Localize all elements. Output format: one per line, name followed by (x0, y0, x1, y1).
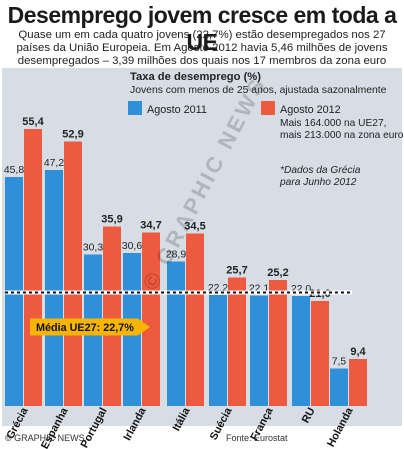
bar-2011 (167, 261, 185, 406)
bar-value-label: 22,0 (291, 284, 311, 295)
subtitle-line: países da União Europeia. Em Agosto 2012… (16, 42, 388, 54)
bar-2012 (24, 129, 42, 406)
legend-label-2011: Agosto 2011 (147, 104, 207, 116)
legend-label-2012: Agosto 2012 (280, 104, 341, 116)
credit-text: © GRAPHIC NEWS (5, 433, 85, 443)
bar-2012 (269, 280, 287, 406)
bar-value-label: 47,2 (44, 158, 64, 169)
legend-note-line: mais 213.000 na zona euro (280, 130, 404, 141)
bar-2011 (209, 295, 227, 406)
reference-layer: Média UE27: 22,7% (5, 290, 352, 336)
source-text: Fonte: Eurostat (226, 433, 288, 443)
bar-value-label: 22,2 (208, 283, 228, 294)
average-label-box (30, 318, 138, 336)
bar-2012 (142, 232, 160, 406)
page-subtitle: Quase um em cada quatro jovens (22,7%) e… (4, 29, 400, 68)
bar-value-label: 22,1 (249, 284, 269, 295)
bar-2012 (186, 233, 204, 406)
bar-value-label: 25,2 (267, 267, 288, 279)
bar-2011 (330, 368, 348, 406)
legend-swatch-2011 (128, 101, 142, 115)
bar-2012 (228, 277, 246, 406)
bar-2012 (103, 226, 121, 406)
bar-value-label: 35,9 (101, 214, 122, 226)
footnote-line: *Dados da Grécia (280, 165, 361, 176)
chart-legend: Taxa de desemprego (%) Jovens com menos … (128, 71, 404, 188)
bar-value-label: 9,4 (350, 346, 366, 358)
bar-value-label: 34,7 (140, 220, 161, 232)
bar-2011 (292, 296, 310, 406)
bar-value-label: 52,9 (62, 129, 83, 141)
average-label: Média UE27: 22,7% (36, 322, 134, 334)
bar-value-label: 28,9 (166, 250, 186, 261)
subtitle-line: Quase um em cada quatro jovens (22,7%) e… (18, 29, 386, 41)
chart-title: Taxa de desemprego (%) (130, 71, 261, 83)
legend-note-line: Mais 164.000 na UE27, (280, 118, 386, 129)
bar-value-label: 45,8 (4, 165, 24, 176)
average-label-pointer (138, 318, 150, 336)
footnote-line: para Junho 2012 (279, 177, 357, 188)
chart-subtitle: Jovens com menos de 25 anos, ajustada sa… (130, 85, 387, 96)
legend-swatch-2012 (261, 101, 275, 115)
subtitle-line: desempregados – 3,39 milhões dos quais n… (17, 55, 387, 67)
bar-2011 (45, 170, 63, 406)
bar-value-label: 30,6 (122, 241, 142, 252)
bar-2012 (64, 141, 82, 406)
bar-value-label: 30,3 (83, 243, 103, 254)
bar-2011 (250, 295, 268, 406)
bar-2012 (349, 359, 367, 406)
bar-2012 (311, 301, 329, 406)
page-title: Desemprego jovem cresce em toda a UE (7, 2, 397, 55)
bar-value-label: 34,5 (184, 221, 205, 233)
bar-value-label: 55,4 (22, 116, 44, 128)
bar-value-label: 25,7 (226, 265, 247, 277)
bar-value-label: 7,5 (332, 357, 347, 368)
